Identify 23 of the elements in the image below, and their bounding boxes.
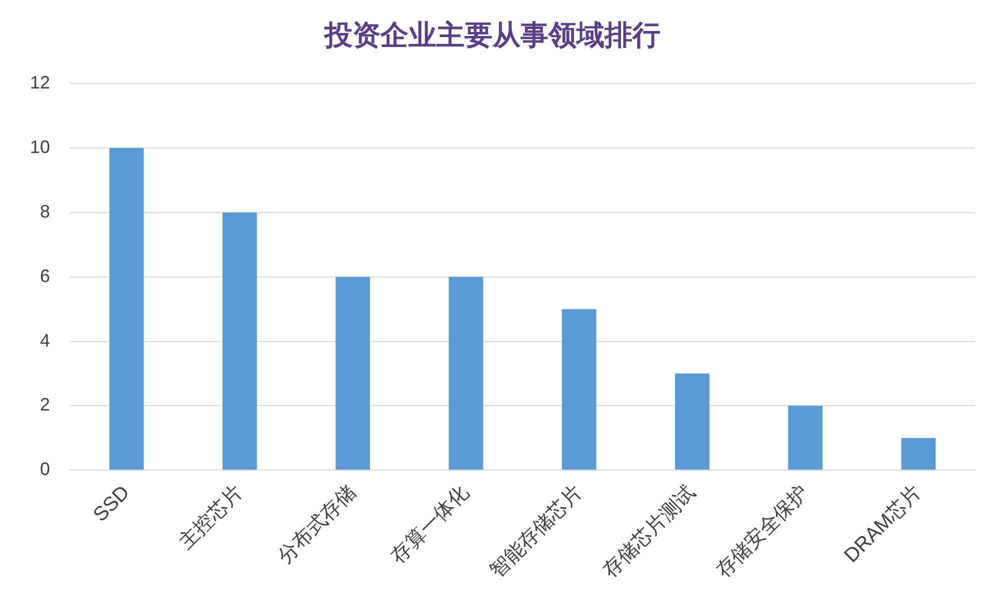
y-tick-label: 4	[40, 330, 50, 350]
bar	[675, 374, 710, 470]
x-tick-label: SSD	[89, 482, 134, 526]
y-tick-label: 8	[40, 201, 50, 222]
y-tick-label: 2	[40, 394, 50, 415]
y-tick-label: 6	[40, 266, 50, 286]
chart-title: 投资企业主要从事领域排行	[324, 20, 660, 51]
x-tick-label: 分布式存储	[274, 482, 360, 568]
bar	[448, 276, 484, 470]
bar	[562, 309, 596, 470]
bar	[901, 438, 936, 470]
bar	[788, 406, 823, 470]
y-tick-label: 12	[30, 72, 50, 93]
x-tick-label: 主控芯片	[174, 480, 248, 554]
x-tick-label: 存储芯片测试	[599, 482, 700, 582]
x-tick-label: 存储安全保护	[712, 482, 813, 582]
x-tick-label: 存算一体化	[387, 482, 474, 568]
y-tick-label: 0	[40, 459, 50, 480]
bar	[109, 148, 144, 470]
bar	[336, 276, 370, 470]
bar	[222, 212, 257, 470]
y-tick-label: 10	[30, 137, 50, 157]
x-tick-label: 智能存储芯片	[486, 482, 587, 582]
